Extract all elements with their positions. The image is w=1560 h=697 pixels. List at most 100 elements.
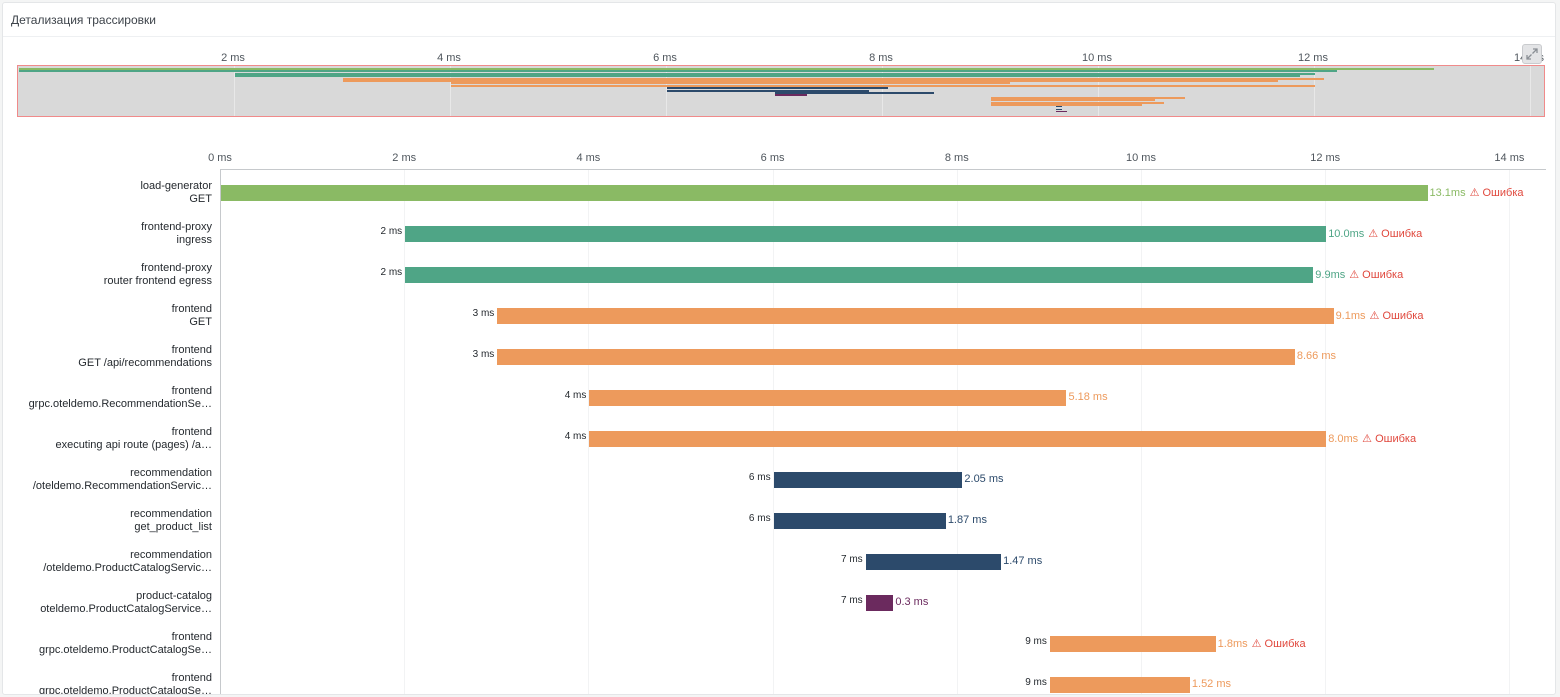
span-row[interactable]: frontend GET 3 ms 9.1ms ⚠ Ошибка [3, 293, 1555, 334]
minimap-gridline [234, 66, 235, 116]
span-row[interactable]: recommendation/oteldemo.ProductCatalogSe… [3, 539, 1555, 580]
span-bar[interactable] [1049, 636, 1216, 652]
minimap-gridline [1530, 66, 1531, 116]
minimap-span-bar [991, 99, 1156, 102]
minimap-span-bar [235, 75, 1300, 78]
span-duration-value: 9.9ms [1315, 269, 1346, 281]
span-operation-name: GET /api/recommendations [78, 357, 212, 369]
span-row[interactable]: recommendation get_product_list 6 ms 1.87 m… [3, 498, 1555, 539]
panel-title: Детализация трассировки [11, 13, 156, 27]
span-service-name: recommendation [130, 467, 212, 479]
span-bar[interactable] [589, 390, 1067, 406]
span-operation-name: get_product_list [134, 521, 212, 533]
span-start-label: 2 ms [380, 267, 403, 278]
span-row[interactable]: frontend-proxy ingress 2 ms 10.0ms ⚠ Ошибка [3, 211, 1555, 252]
minimap-span-bar [1055, 106, 1063, 108]
span-duration-label: 2.05 ms [962, 473, 1003, 485]
span-label: frontend grpc.oteldemo.ProductCatalogSe… [12, 631, 212, 657]
minimap-span-bar [19, 70, 1337, 73]
axis-tick-label: 6 ms [760, 152, 785, 164]
minimap-span-bar [343, 80, 1279, 82]
span-row[interactable]: frontend grpc.oteldemo.ProductCatalogSe… 9… [3, 662, 1555, 695]
axis-gridline [588, 169, 590, 694]
axis-tick-label: 10 ms [1126, 152, 1156, 164]
expand-button[interactable] [1522, 44, 1542, 64]
span-duration-value: 1.87 ms [947, 514, 987, 526]
span-bar[interactable] [405, 267, 1314, 283]
minimap-span-bar [235, 72, 1315, 75]
span-bar[interactable] [865, 595, 894, 611]
minimap-span-bar [451, 84, 1315, 87]
span-operation-name: executing api route (pages) /a… [55, 439, 212, 451]
span-service-name: recommendation [130, 508, 212, 520]
minimap-gridline [882, 66, 883, 116]
minimap-tick-label: 2 ms [221, 52, 245, 64]
expand-icon [1526, 48, 1538, 60]
minimap-span-bar [1055, 108, 1063, 110]
span-operation-name: grpc.oteldemo.ProductCatalogSe… [38, 685, 212, 695]
span-bar[interactable] [865, 554, 1002, 570]
span-operation-name: oteldemo.ProductCatalogService… [40, 603, 212, 615]
axis-gridline [404, 169, 406, 694]
span-duration-label: 8.0ms ⚠ Ошибка [1326, 432, 1416, 445]
minimap-span-bar [1055, 111, 1067, 113]
span-row[interactable]: frontend grpc.oteldemo.RecommendationSe… 4… [3, 375, 1555, 416]
minimap-span-bar [775, 92, 934, 94]
span-duration-value: 1.52 ms [1191, 678, 1232, 690]
span-duration-label: 1.87 ms [946, 514, 987, 526]
span-row[interactable]: recommendation/oteldemo.RecommendationSe… [3, 457, 1555, 498]
span-service-name: frontend [171, 631, 212, 643]
span-start-label: 7 ms [841, 595, 863, 606]
span-row[interactable]: product-catalog oteldemo.ProductCatalogSe… [3, 580, 1555, 621]
span-bar[interactable] [773, 513, 946, 529]
span-label: product-catalog oteldemo.ProductCatalogSe… [12, 590, 212, 616]
axis-tick-label: 12 ms [1310, 152, 1341, 164]
span-error-badge: ⚠ Ошибка [1469, 187, 1524, 199]
span-bar[interactable] [773, 472, 963, 488]
span-row[interactable]: frontend executing api route (pages) /a… 4… [3, 416, 1555, 457]
axis-tick-label: 8 ms [944, 152, 969, 164]
minimap-tick-label: 8 ms [869, 52, 893, 64]
span-row[interactable]: frontend GET /api/recommendations 3 ms 8.66… [3, 334, 1555, 375]
span-start-label: 6 ms [748, 472, 771, 483]
span-error-badge: ⚠ Ошибка [1368, 228, 1423, 240]
span-bar[interactable] [497, 308, 1334, 324]
span-label: frontend executing api route (pages) /a… [12, 426, 212, 452]
minimap-span-bar [343, 77, 1324, 80]
minimap-gridline [1098, 66, 1099, 116]
span-row[interactable]: frontend-proxy router frontend egress 2 ms… [3, 252, 1555, 293]
axis-tick-label: 0 ms [208, 152, 232, 164]
span-duration-label: 1.8ms ⚠ Ошибка [1216, 637, 1306, 650]
span-service-name: product-catalog [136, 590, 212, 602]
axis-tick-label: 4 ms [576, 152, 601, 164]
span-bar[interactable] [221, 185, 1428, 201]
span-label: frontend grpc.oteldemo.RecommendationSe… [12, 385, 212, 411]
span-service-name: frontend [171, 303, 212, 315]
span-operation-name: /oteldemo.ProductCatalogServic… [43, 562, 212, 574]
span-label: frontend grpc.oteldemo.ProductCatalogSe… [12, 672, 212, 695]
span-start-label: 7 ms [841, 554, 863, 565]
span-label: frontend-proxy router frontend egress [12, 262, 212, 288]
span-service-name: load-generator [140, 180, 212, 192]
span-bar[interactable] [1049, 677, 1190, 693]
span-bar[interactable] [405, 226, 1327, 242]
minimap-tick-label: 12 ms [1298, 52, 1328, 64]
span-label: load-generator GET [12, 180, 212, 206]
span-operation-name: GET [189, 193, 212, 205]
span-duration-value: 8.66 ms [1296, 350, 1337, 362]
span-row[interactable]: frontend grpc.oteldemo.ProductCatalogSe… 9… [3, 621, 1555, 662]
label-separator [220, 170, 221, 694]
span-service-name: frontend-proxy [141, 221, 212, 233]
span-operation-name: grpc.oteldemo.ProductCatalogSe… [38, 644, 212, 656]
minimap-gridline [1314, 66, 1315, 116]
span-row[interactable]: load-generator GET 13.1ms ⚠ Ошибка [3, 170, 1555, 211]
minimap-tick-label: 4 ms [437, 52, 461, 64]
span-bar[interactable] [589, 431, 1327, 447]
axis-gridline [1509, 169, 1511, 694]
minimap-tick-label: 10 ms [1082, 52, 1112, 64]
span-bar[interactable] [497, 349, 1295, 365]
span-label: recommendation/oteldemo.RecommendationSe… [12, 467, 212, 493]
trace-minimap[interactable] [17, 65, 1545, 117]
span-duration-value: 1.47 ms [1003, 555, 1043, 567]
